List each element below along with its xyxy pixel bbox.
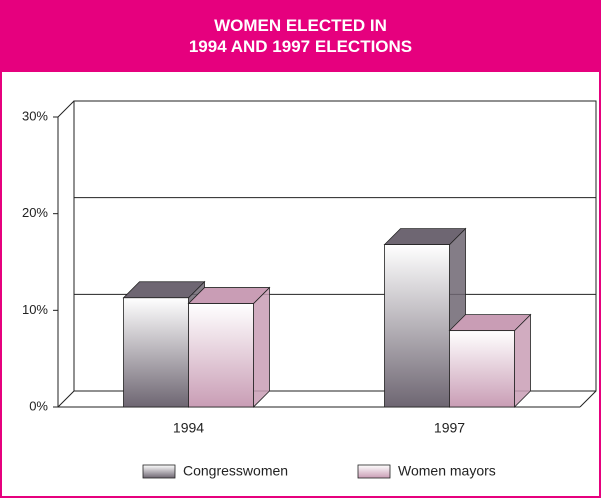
bar <box>449 330 515 408</box>
bar <box>123 297 189 408</box>
legend-swatch <box>142 464 176 479</box>
bar <box>384 244 450 408</box>
legend-label: Women mayors <box>398 463 496 479</box>
chart-title: WOMEN ELECTED IN 1994 AND 1997 ELECTIONS <box>0 0 601 72</box>
legend-label: Congresswomen <box>183 463 288 479</box>
x-tick-label: 1997 <box>434 420 465 436</box>
bar-side <box>253 286 270 408</box>
legend-swatch <box>357 464 391 479</box>
y-tick-label: 20% <box>22 205 48 220</box>
bar <box>188 303 254 408</box>
x-tick-label: 1994 <box>173 420 204 436</box>
wall-edge <box>57 100 75 118</box>
y-tick-label: 0% <box>29 398 48 413</box>
y-tick-label: 30% <box>22 108 48 123</box>
y-tick-label: 10% <box>22 302 48 317</box>
